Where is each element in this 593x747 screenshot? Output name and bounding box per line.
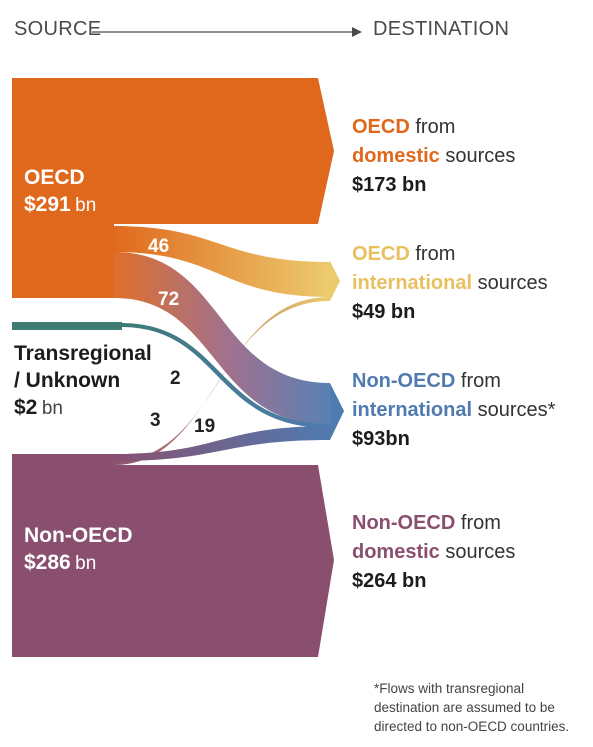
header-arrow-head <box>352 27 362 37</box>
destination-non-oecd-domestic: Non-OECD from domestic sources $264 bn <box>352 509 515 596</box>
flow-label-2: 2 <box>170 368 181 389</box>
header-source: SOURCE <box>14 18 102 40</box>
dest3-word3: international <box>352 399 473 421</box>
dest4-word3: domestic <box>352 541 440 563</box>
dest4-word2: from <box>460 512 501 534</box>
dest3-word4: sources* <box>477 399 556 421</box>
dest4-word4: sources <box>445 541 516 563</box>
source-non-oecd-name: Non-OECD <box>24 524 133 547</box>
dest2-word4: sources <box>477 272 548 294</box>
dest1-word2: from <box>415 116 456 138</box>
dest2-word2: from <box>415 243 456 265</box>
dest3-amount: $93bn <box>352 428 410 450</box>
transregional-bar <box>12 322 122 330</box>
flow-oecd-to-non-oecd-international <box>114 252 330 425</box>
dest4-word1: Non-OECD <box>352 512 456 534</box>
dest1-amount: $173 bn <box>352 174 427 196</box>
source-non-oecd-label: Non-OECD $286 bn <box>24 522 133 576</box>
footnote-line-1: *Flows with transregional <box>374 681 525 696</box>
dest4-amount: $264 bn <box>352 570 427 592</box>
destination-oecd-international: OECD from international sources $49 bn <box>352 240 548 327</box>
dest1-word4: sources <box>445 145 516 167</box>
source-trans-amount: $2 <box>14 396 38 419</box>
dest2-amount: $49 bn <box>352 301 416 323</box>
source-oecd-label: OECD $291 bn <box>24 164 96 218</box>
destination-oecd-domestic: OECD from domestic sources $173 bn <box>352 113 515 200</box>
footnote: *Flows with transregional destination ar… <box>374 679 589 736</box>
non-oecd-domestic-arrow <box>12 454 334 657</box>
footnote-line-3: directed to non-OECD countries. <box>374 719 570 734</box>
source-trans-unit: bn <box>41 398 63 419</box>
dest1-word3: domestic <box>352 145 440 167</box>
dest2-word3: international <box>352 272 473 294</box>
flow-label-72: 72 <box>158 289 180 310</box>
source-transregional-label: Transregional / Unknown $2 bn <box>14 340 152 421</box>
source-oecd-unit: bn <box>75 195 97 216</box>
oecd-domestic-arrow <box>12 78 334 298</box>
source-non-oecd-unit: bn <box>75 553 97 574</box>
flow-oecd-to-oecd-international <box>114 226 330 297</box>
flow-non-oecd-to-non-oecd-international <box>114 426 330 461</box>
oecd-international-arrow-tip <box>330 261 340 301</box>
dest1-word1: OECD <box>352 116 410 138</box>
source-trans-name-2: / Unknown <box>14 369 121 392</box>
non-oecd-international-arrow-tip <box>330 383 344 440</box>
header-destination: DESTINATION <box>373 18 510 40</box>
flow-label-3: 3 <box>150 410 161 431</box>
flow-label-19: 19 <box>194 416 216 437</box>
source-oecd-name: OECD <box>24 166 85 189</box>
flow-label-46: 46 <box>148 236 170 257</box>
destination-non-oecd-international: Non-OECD from international sources* $93… <box>352 367 555 454</box>
dest3-word2: from <box>460 370 501 392</box>
footnote-line-2: destination are assumed to be <box>374 700 555 715</box>
dest3-word1: Non-OECD <box>352 370 456 392</box>
dest2-word1: OECD <box>352 243 410 265</box>
source-oecd-amount: $291 <box>24 193 71 216</box>
source-non-oecd-amount: $286 <box>24 551 71 574</box>
source-trans-name-1: Transregional <box>14 342 152 365</box>
